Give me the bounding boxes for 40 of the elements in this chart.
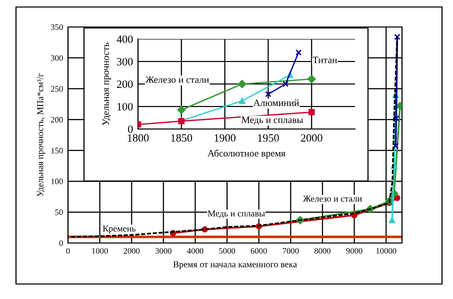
y-tick-label: 200 [116,80,133,88]
y-axis-title: Удельная прочность, МПа*см³/г [37,73,46,197]
y-tick-label: 300 [51,55,63,61]
y-axis-title: Удельная прочность [102,42,111,126]
annotation: Кремень [102,226,136,234]
y-tick-label: 250 [51,86,63,92]
x-tick-label: 1000 [92,248,108,254]
x-tick-label: 1950 [258,134,279,142]
y-tick-label: 350 [51,24,63,30]
x-tick-label: 3000 [155,248,172,254]
x-tick-label: 1800 [128,134,149,142]
x-tick-label: 0 [66,248,70,254]
x-tick-label: 7000 [282,248,299,254]
annotation: Железо и стали [302,196,362,202]
y-tick-label: 200 [51,116,63,123]
x-tick-label: 1850 [171,134,192,142]
annotation: Титан [312,56,338,64]
y-tick-label: 150 [51,148,63,154]
x-tick-label: 6000 [250,248,267,254]
annotation: Медь и сплавы [242,116,304,125]
y-tick-label: 0 [59,240,63,246]
x-tick-label: 10000 [376,248,396,254]
y-tick-label: 0 [128,125,133,133]
x-tick-label: 5000 [219,248,236,254]
y-tick-label: 50 [55,209,63,216]
x-tick-label: 9000 [346,248,362,254]
y-tick-label: 100 [117,102,133,110]
x-tick-label: 1900 [214,134,236,142]
y-tick-label: 100 [51,178,63,184]
x-tick-label: 2000 [124,248,140,254]
y-tick-label: 300 [117,58,133,66]
x-axis-title: Время от начала каменного века [173,261,297,270]
annotation: Железо и стали [146,76,209,83]
x-tick-label: 4000 [187,248,204,254]
x-tick-label: 8000 [314,248,330,254]
annotation: Медь и сплавы [208,210,265,218]
x-axis-title: Абсолютное время [208,149,286,159]
y-tick-label: 400 [116,35,133,43]
x-tick-label: 2000 [300,134,322,142]
annotation: Алюминий [253,99,300,106]
